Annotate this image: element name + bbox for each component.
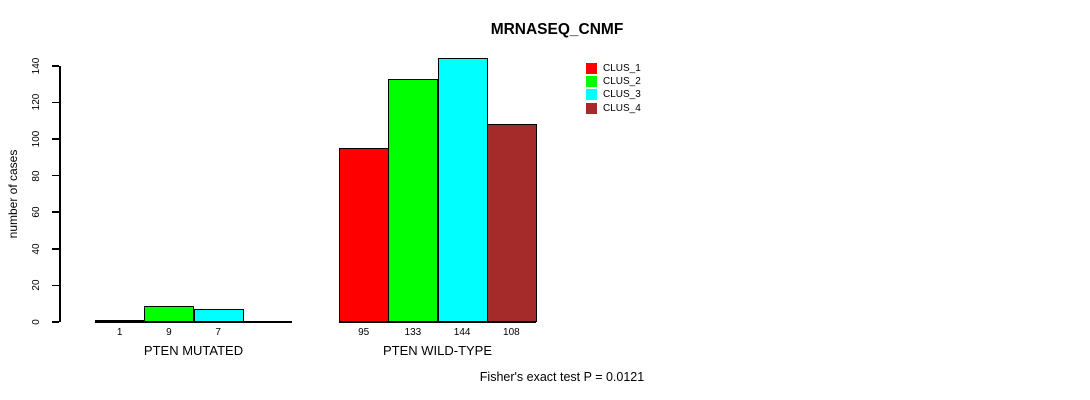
fisher-test-annotation: Fisher's exact test P = 0.0121 xyxy=(479,370,645,384)
legend-entry-clus_2: CLUS_2 xyxy=(586,76,641,88)
y-tick-label: 40 xyxy=(31,243,42,255)
bar-clus_3-wild-type xyxy=(438,58,488,322)
legend-swatch-icon xyxy=(586,89,597,101)
group-baseline xyxy=(95,321,292,323)
legend-label: CLUS_3 xyxy=(603,89,641,101)
y-tick-label: 100 xyxy=(31,130,42,148)
bar-value-label: 108 xyxy=(503,327,520,338)
bar-clus_3-mutated xyxy=(194,309,244,322)
bar-value-label: 7 xyxy=(215,327,221,338)
legend: CLUS_1 CLUS_2 CLUS_3 CLUS_4 xyxy=(586,63,641,114)
y-tick-mark xyxy=(52,174,59,177)
x-group-label: PTEN MUTATED xyxy=(143,343,244,358)
legend-swatch-icon xyxy=(586,63,597,74)
bar-clus_1-mutated xyxy=(95,320,145,322)
legend-label: CLUS_2 xyxy=(603,76,641,88)
y-tick-mark xyxy=(52,138,59,140)
y-tick-label: 140 xyxy=(31,57,42,75)
y-tick-mark xyxy=(52,284,59,287)
bar-clus_1-wild-type xyxy=(339,148,389,322)
bar-clus_4-wild-type xyxy=(487,124,537,322)
y-axis-title: number of cases xyxy=(6,149,20,239)
bar-value-label: 133 xyxy=(404,327,422,338)
y-tick-mark xyxy=(52,101,59,104)
y-tick-mark xyxy=(52,65,59,67)
bar-value-label: 144 xyxy=(453,327,471,338)
bar-clus_2-wild-type xyxy=(388,79,438,322)
y-tick-mark xyxy=(52,321,59,323)
chart-title: MRNASEQ_CNMF xyxy=(490,21,624,38)
y-tick-label: 20 xyxy=(31,279,42,291)
x-group-label: PTEN WILD-TYPE xyxy=(382,343,493,358)
bar-clus_2-mutated xyxy=(144,306,194,322)
legend-swatch-icon xyxy=(586,102,597,114)
y-tick-label: 80 xyxy=(31,170,42,182)
legend-label: CLUS_1 xyxy=(603,63,641,74)
y-tick-mark xyxy=(52,211,59,213)
bar-value-label: 1 xyxy=(116,327,123,338)
y-tick-label: 60 xyxy=(31,206,42,218)
legend-entry-clus_1: CLUS_1 xyxy=(586,63,641,74)
legend-label: CLUS_4 xyxy=(603,102,641,114)
bar-value-label: 9 xyxy=(166,327,172,338)
y-axis xyxy=(59,65,61,322)
group-baseline xyxy=(339,321,536,323)
y-tick-label: 0 xyxy=(31,319,42,325)
legend-entry-clus_3: CLUS_3 xyxy=(586,89,641,101)
y-tick-mark xyxy=(52,248,59,250)
y-tick-label: 120 xyxy=(31,94,42,111)
bar-value-label: 95 xyxy=(358,327,370,338)
legend-swatch-icon xyxy=(586,76,597,88)
legend-entry-clus_4: CLUS_4 xyxy=(586,102,641,114)
